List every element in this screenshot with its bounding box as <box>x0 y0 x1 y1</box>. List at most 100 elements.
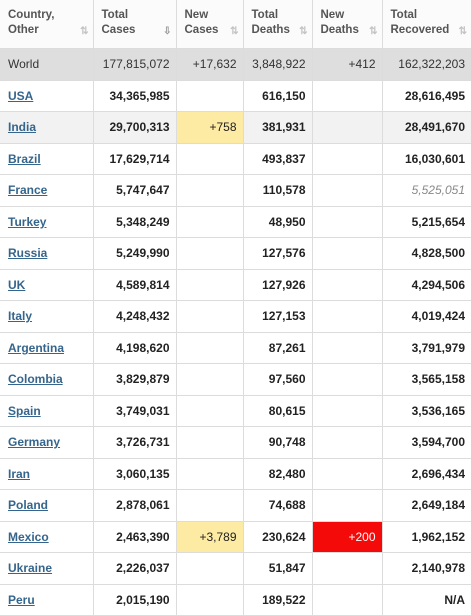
total-deaths-cell: 493,837 <box>242 142 313 175</box>
total-recovered-cell: 5,525,051 <box>381 174 471 207</box>
new-cases-cell <box>175 394 244 427</box>
total-deaths-cell: 189,522 <box>242 583 313 616</box>
total-deaths-cell: 127,576 <box>242 237 313 270</box>
total-deaths-cell: 97,560 <box>242 363 313 396</box>
sort-icon[interactable]: ⇅ <box>230 26 239 37</box>
total-deaths-cell: 381,931 <box>242 111 313 144</box>
new-cases-cell <box>175 142 244 175</box>
country-link[interactable]: Brazil <box>8 151 41 166</box>
table-row: Germany 3,726,731 90,748 3,594,700 <box>0 426 471 459</box>
country-link[interactable]: Peru <box>8 592 35 607</box>
total-deaths-cell: 82,480 <box>242 457 313 490</box>
table-row: Iran 3,060,135 82,480 2,696,434 <box>0 457 471 490</box>
country-cell[interactable]: Italy <box>0 300 94 333</box>
country-cell[interactable]: Poland <box>0 489 94 522</box>
total-recovered-cell: 4,019,424 <box>381 300 471 333</box>
column-header-country[interactable]: Country, Other ⇅ <box>0 0 94 49</box>
total-recovered-cell: 2,140,978 <box>381 552 471 585</box>
country-cell[interactable]: India <box>0 111 94 144</box>
total-deaths-cell: 127,926 <box>242 268 313 301</box>
country-cell[interactable]: Brazil <box>0 142 94 175</box>
country-link[interactable]: Iran <box>8 466 31 481</box>
column-header-label: Cases <box>101 24 136 36</box>
country-link[interactable]: Mexico <box>8 529 49 544</box>
new-cases-cell <box>175 174 244 207</box>
column-header-new-cases[interactable]: New Cases ⇅ <box>175 0 244 49</box>
total-recovered-cell: 3,536,165 <box>381 394 471 427</box>
new-cases-cell <box>175 457 244 490</box>
country-link[interactable]: Russia <box>8 246 48 261</box>
total-deaths-cell: 48,950 <box>242 205 313 238</box>
table-row: Peru 2,015,190 189,522 N/A <box>0 583 471 616</box>
sort-icon[interactable]: ⇅ <box>80 26 89 37</box>
total-deaths-cell: 127,153 <box>242 300 313 333</box>
new-cases-cell <box>175 426 244 459</box>
country-link[interactable]: Spain <box>8 403 41 418</box>
sort-icon[interactable]: ⇅ <box>299 26 308 37</box>
total-recovered-cell: 1,962,152 <box>381 520 471 553</box>
sort-icon[interactable]: ⇅ <box>458 26 468 37</box>
country-link[interactable]: Turkey <box>8 214 47 229</box>
column-header-total-deaths[interactable]: Total Deaths ⇅ <box>242 0 313 49</box>
total-recovered-cell: 4,294,506 <box>381 268 471 301</box>
country-cell[interactable]: Peru <box>0 583 94 616</box>
total-deaths-cell: 110,578 <box>242 174 313 207</box>
country-link[interactable]: Germany <box>8 435 61 450</box>
country-cell[interactable]: Colombia <box>0 363 94 396</box>
table-row: Mexico 2,463,390 +3,789 230,624 +200 1,962,15… <box>0 520 471 553</box>
total-cases-cell: 3,060,135 <box>92 457 177 490</box>
country-cell[interactable]: Ukraine <box>0 552 94 585</box>
table-body: World 177,815,072 +17,632 3,848,922 +412 162,… <box>0 48 471 616</box>
column-header-total-recovered[interactable]: Total Recovered ⇅ <box>381 0 471 49</box>
country-cell[interactable]: Argentina <box>0 331 94 364</box>
sort-descending-icon[interactable]: ⇩ <box>163 26 172 37</box>
country-cell[interactable]: Spain <box>0 394 94 427</box>
country-link[interactable]: Poland <box>8 498 49 513</box>
total-deaths-cell: 87,261 <box>242 331 313 364</box>
new-deaths-cell <box>311 583 383 616</box>
table-row: France 5,747,647 110,578 5,525,051 <box>0 174 471 207</box>
table-row: USA 34,365,985 616,150 28,616,495 <box>0 79 471 112</box>
country-link[interactable]: USA <box>8 88 34 103</box>
new-deaths-cell <box>311 205 383 238</box>
column-header-new-deaths[interactable]: New Deaths ⇅ <box>311 0 383 49</box>
country-link[interactable]: Ukraine <box>8 561 53 576</box>
column-header-total-cases[interactable]: Total Cases ⇩ <box>92 0 177 49</box>
new-deaths-cell <box>311 489 383 522</box>
country-cell[interactable]: Iran <box>0 457 94 490</box>
table-row: UK 4,589,814 127,926 4,294,506 <box>0 268 471 301</box>
total-deaths-cell: 51,847 <box>242 552 313 585</box>
column-header-label: Other <box>8 24 39 36</box>
country-link[interactable]: UK <box>8 277 26 292</box>
country-link[interactable]: Colombia <box>8 372 63 387</box>
total-cases-cell: 34,365,985 <box>92 79 177 112</box>
country-cell[interactable]: Turkey <box>0 205 94 238</box>
sort-icon[interactable]: ⇅ <box>369 26 378 37</box>
total-deaths-cell: 230,624 <box>242 520 313 553</box>
new-cases-cell <box>175 552 244 585</box>
new-deaths-cell <box>311 363 383 396</box>
table-row: Colombia 3,829,879 97,560 3,565,158 <box>0 363 471 396</box>
country-link[interactable]: India <box>8 120 37 135</box>
new-deaths-cell <box>311 79 383 112</box>
column-header-label: Cases <box>184 24 219 36</box>
total-recovered-cell: 3,791,979 <box>381 331 471 364</box>
country-link[interactable]: Argentina <box>8 340 65 355</box>
total-cases-cell: 3,749,031 <box>92 394 177 427</box>
total-cases-cell: 29,700,313 <box>92 111 177 144</box>
new-deaths-cell <box>311 174 383 207</box>
country-cell[interactable]: USA <box>0 79 94 112</box>
country-cell[interactable]: Germany <box>0 426 94 459</box>
country-cell[interactable]: Mexico <box>0 520 94 553</box>
country-cell[interactable]: UK <box>0 268 94 301</box>
total-cases-cell: 3,726,731 <box>92 426 177 459</box>
country-cell[interactable]: Russia <box>0 237 94 270</box>
new-cases-cell <box>175 205 244 238</box>
new-deaths-cell <box>311 111 383 144</box>
country-link[interactable]: France <box>8 183 48 198</box>
table-row: Argentina 4,198,620 87,261 3,791,979 <box>0 331 471 364</box>
country-cell[interactable]: France <box>0 174 94 207</box>
table-row: Italy 4,248,432 127,153 4,019,424 <box>0 300 471 333</box>
total-cases-cell: 4,589,814 <box>92 268 177 301</box>
country-link[interactable]: Italy <box>8 309 33 324</box>
